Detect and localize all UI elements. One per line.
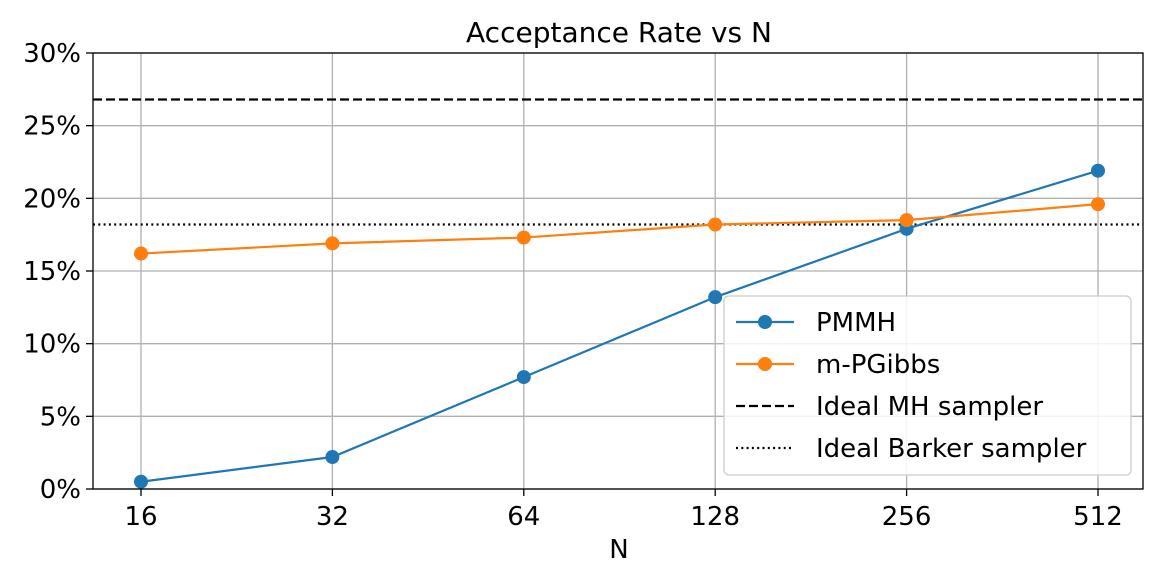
- legend-label-ideal-barker-sampler: Ideal Barker sampler: [816, 434, 1087, 464]
- y-tick-label: 0%: [40, 475, 81, 505]
- series-line-m-pgibbs: [140, 203, 1099, 255]
- data-point-m-pgibbs: [899, 213, 914, 228]
- axis-ticks: 16 32 64 128 256 512 0% 5% 10% 15% 20% 25% 30%: [23, 39, 1123, 532]
- data-point-m-pgibbs: [1091, 197, 1105, 212]
- chart-title: Acceptance Rate vs N: [466, 16, 772, 49]
- y-tick-label: 20%: [23, 184, 81, 214]
- x-tick-label: 128: [690, 502, 740, 532]
- y-tick-label: 30%: [23, 39, 81, 69]
- data-point-m-pgibbs: [516, 230, 531, 245]
- x-tick-label: 32: [316, 502, 349, 532]
- data-point-pmmh: [708, 290, 723, 305]
- series-line-pmmh: [140, 169, 1099, 483]
- data-point-pmmh: [516, 370, 531, 385]
- legend-box: [723, 295, 1132, 476]
- legend-label-m-pgibbs: m-PGibbs: [816, 350, 940, 380]
- data-point-m-pgibbs: [708, 217, 723, 232]
- y-tick-label: 5%: [40, 402, 81, 432]
- legend-label-pmmh: PMMH: [816, 308, 896, 338]
- legend-marker-m-pgibbs: [758, 357, 772, 371]
- x-tick-label: 16: [124, 502, 157, 532]
- y-tick-label: 25%: [23, 112, 81, 142]
- data-point-pmmh: [134, 474, 148, 489]
- y-tick-label: 15%: [23, 257, 81, 287]
- x-tick-label: 256: [882, 502, 932, 532]
- reference-lines: [93, 98, 1143, 226]
- x-tick-label: 64: [507, 502, 540, 532]
- data-point-m-pgibbs: [325, 236, 340, 251]
- legend-label-ideal-mh-sampler: Ideal MH sampler: [816, 392, 1043, 422]
- data-point-m-pgibbs: [134, 246, 148, 261]
- y-tick-label: 10%: [23, 330, 81, 360]
- series-lines: [134, 163, 1105, 489]
- x-tick-label: 512: [1073, 502, 1123, 532]
- data-point-pmmh: [325, 450, 340, 465]
- x-axis-label: N: [609, 535, 628, 565]
- legend-marker-pmmh: [758, 315, 772, 329]
- data-point-pmmh: [1091, 163, 1105, 178]
- legend: PMMH m-PGibbs Ideal MH sampler Ideal Barker…: [723, 295, 1132, 476]
